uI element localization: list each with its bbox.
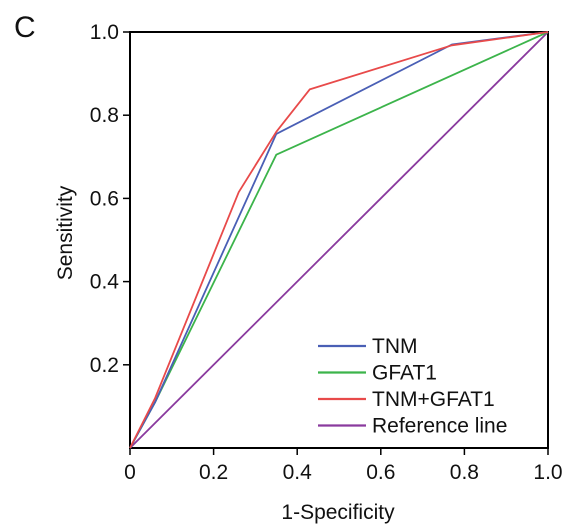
plot-frame [129, 31, 549, 449]
x-tick-label: 0.8 [450, 461, 479, 484]
plot-area [129, 31, 549, 449]
y-axis-ticks: 0.2 0.4 0.6 0.8 1.0 [90, 21, 130, 377]
series-line-reference-line [129, 31, 549, 449]
x-tick-label: 0.4 [283, 461, 313, 484]
legend-label: Reference line [372, 415, 507, 438]
legend-label: TNM [372, 335, 418, 358]
series-lines [129, 31, 549, 449]
y-tick-label: 0.8 [90, 104, 119, 127]
series-line-tnm-gfat1 [129, 31, 549, 449]
x-axis-title: 1-Specificity [281, 501, 395, 524]
y-tick-label: 1.0 [90, 21, 119, 44]
x-tick-label: 0 [124, 461, 136, 484]
y-tick-label: 0.4 [90, 271, 120, 294]
legend-label: GFAT1 [372, 362, 437, 385]
legend: TNM GFAT1 TNM+GFAT1 Reference line [318, 335, 507, 438]
x-tick-label: 0.6 [366, 461, 395, 484]
legend-label: TNM+GFAT1 [372, 388, 495, 411]
y-tick-label: 0.2 [90, 354, 119, 377]
x-tick-label: 0.2 [199, 461, 228, 484]
x-axis-ticks: 0 0.2 0.4 0.6 0.8 1.0 [124, 448, 563, 484]
panel-label: C [14, 11, 36, 44]
y-axis-title: Sensitivity [54, 185, 77, 280]
y-tick-label: 0.6 [90, 187, 119, 210]
x-tick-label: 1.0 [533, 461, 562, 484]
